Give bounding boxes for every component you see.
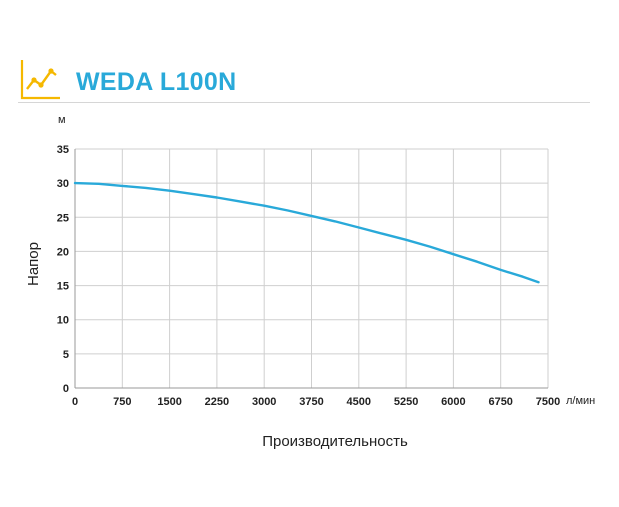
y-tick-label: 35	[57, 144, 69, 156]
y-tick-label: 15	[57, 281, 69, 293]
chart-title: WEDA L100N	[76, 68, 237, 96]
y-tick-label: 5	[63, 349, 69, 361]
x-tick-label: 6750	[488, 396, 512, 408]
y-tick-label: 30	[57, 178, 69, 190]
x-tick-label: 7500	[536, 396, 560, 408]
y-tick-label: 25	[57, 212, 69, 224]
x-axis-label: Производительность	[262, 433, 408, 450]
y-tick-label: 10	[57, 315, 69, 327]
x-tick-label: 750	[113, 396, 131, 408]
x-tick-label: 3000	[252, 396, 276, 408]
y-tick-label: 20	[57, 246, 69, 258]
x-tick-label: 6000	[441, 396, 465, 408]
y-axis-label: Напор	[25, 242, 42, 286]
y-unit-label: м	[58, 114, 66, 126]
header-divider	[18, 102, 590, 103]
performance-curve-line	[73, 181, 540, 284]
chart-grid	[74, 148, 549, 389]
x-tick-label: 0	[72, 396, 78, 408]
rising-chart-icon	[20, 60, 60, 100]
chart-series	[73, 181, 540, 284]
x-tick-label: 2250	[205, 396, 229, 408]
x-tick-label: 4500	[347, 396, 371, 408]
x-tick-label: 5250	[394, 396, 418, 408]
y-tick-label: 0	[63, 383, 69, 395]
x-unit-label: л/мин	[566, 395, 595, 407]
chart-ticks: 0 750 1500 2250 3000 3750 4500 5250 6000 6750 7500…	[57, 144, 560, 408]
x-tick-label: 1500	[157, 396, 181, 408]
x-tick-label: 3750	[299, 396, 323, 408]
